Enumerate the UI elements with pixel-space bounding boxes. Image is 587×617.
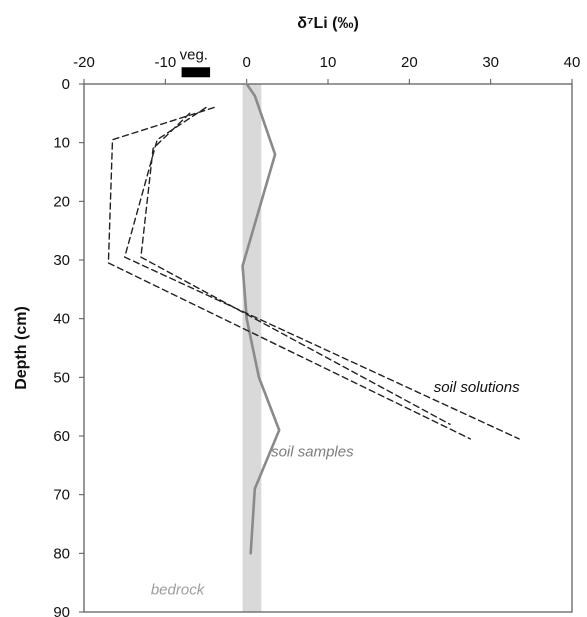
ticks-layer: -20 -10 0 10 20 30 40 0 10 20 30 40 50 60 70 80 90 [53, 54, 580, 617]
y-tick-label: 60 [53, 428, 70, 445]
soil-solution-line [124, 106, 520, 440]
soil-solution-line [140, 112, 451, 425]
annotation-bedrock: bedrock [151, 581, 206, 598]
x-tick-label: 30 [482, 54, 499, 71]
annotation-veg: veg. [180, 46, 208, 63]
annotation-soil-samples: soil samples [271, 444, 354, 461]
y-tick-label: 90 [53, 604, 70, 617]
soil-samples-line [241, 82, 281, 555]
x-tick-label: 20 [401, 54, 418, 71]
y-tick-label: 40 [53, 311, 70, 328]
soil-solution-line [107, 106, 471, 440]
x-tick-label: 0 [242, 54, 250, 71]
y-tick-label: 50 [53, 369, 70, 386]
y-tick-label: 20 [53, 193, 70, 210]
y-tick-label: 10 [53, 135, 70, 152]
x-tick-label: 40 [564, 54, 581, 71]
y-tick-label: 0 [62, 76, 70, 93]
series-layer [107, 82, 520, 555]
x-axis-title: δ⁷Li (‰) [297, 15, 359, 32]
y-tick-label: 70 [53, 487, 70, 504]
annotation-soil-solutions: soil solutions [434, 379, 520, 396]
y-tick-label: 30 [53, 252, 70, 269]
x-tick-label: 10 [320, 54, 337, 71]
y-axis-title: Depth (cm) [13, 306, 30, 390]
veg-bar [181, 67, 211, 78]
x-tick-label: -20 [73, 54, 95, 71]
x-tick-label: -10 [154, 54, 176, 71]
y-tick-label: 80 [53, 545, 70, 562]
